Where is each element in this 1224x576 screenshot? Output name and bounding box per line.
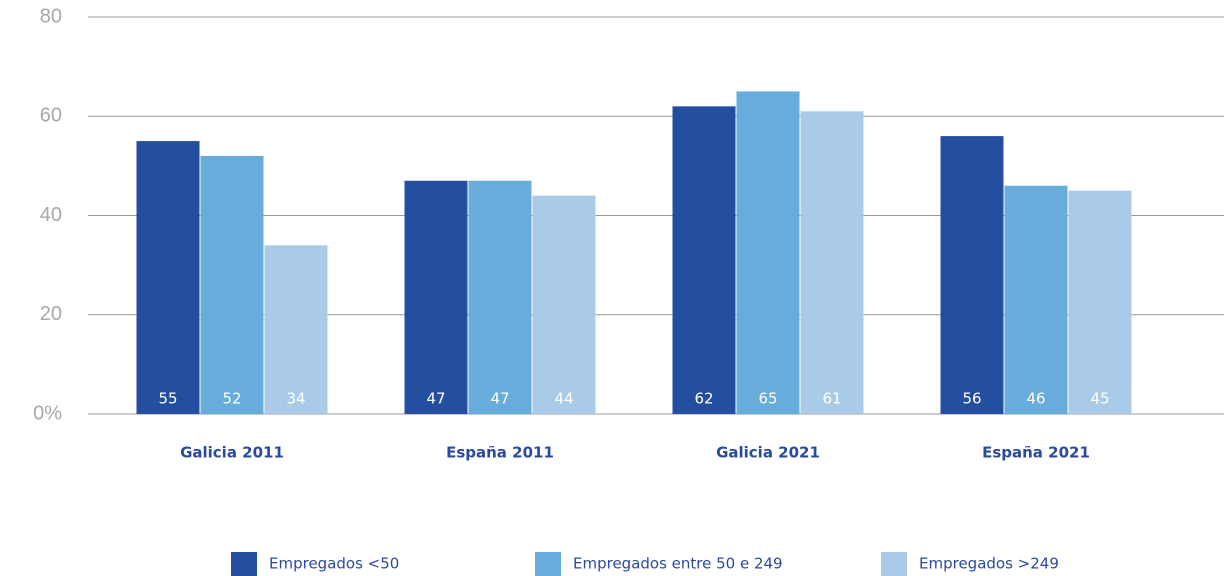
bar [532, 195, 596, 414]
y-tick-label: 0% [33, 402, 62, 424]
bar [940, 136, 1004, 414]
value-label: 52 [222, 390, 241, 408]
bar [200, 155, 264, 414]
bar [736, 91, 800, 414]
legend-swatch [231, 552, 257, 576]
y-tick-label: 20 [40, 303, 62, 325]
legend-swatch [881, 552, 907, 576]
bar [264, 245, 328, 414]
value-label: 65 [758, 390, 777, 408]
value-label: 56 [962, 390, 981, 408]
bar [468, 180, 532, 414]
legend-label: Empregados <50 [269, 555, 399, 573]
y-tick-label: 80 [40, 5, 62, 27]
bar [136, 141, 200, 414]
bar [1004, 185, 1068, 414]
legend-label: Empregados entre 50 e 249 [573, 555, 783, 573]
value-label: 47 [426, 390, 445, 408]
x-tick-label: España 2021 [982, 444, 1090, 462]
y-tick-label: 40 [40, 204, 62, 226]
y-tick-label: 60 [40, 105, 62, 127]
bar [404, 180, 468, 414]
value-label: 55 [158, 390, 177, 408]
legend-label: Empregados >249 [919, 555, 1059, 573]
legend-swatch [535, 552, 561, 576]
x-tick-label: España 2011 [446, 444, 554, 462]
bar [672, 106, 736, 414]
bar [1068, 190, 1132, 414]
value-label: 34 [286, 390, 305, 408]
value-label: 45 [1090, 390, 1109, 408]
value-label: 44 [554, 390, 573, 408]
value-label: 61 [822, 390, 841, 408]
value-label: 46 [1026, 390, 1045, 408]
value-label: 62 [694, 390, 713, 408]
bar [800, 111, 864, 414]
x-tick-label: Galicia 2021 [716, 444, 820, 462]
value-label: 47 [490, 390, 509, 408]
x-tick-label: Galicia 2011 [180, 444, 284, 462]
